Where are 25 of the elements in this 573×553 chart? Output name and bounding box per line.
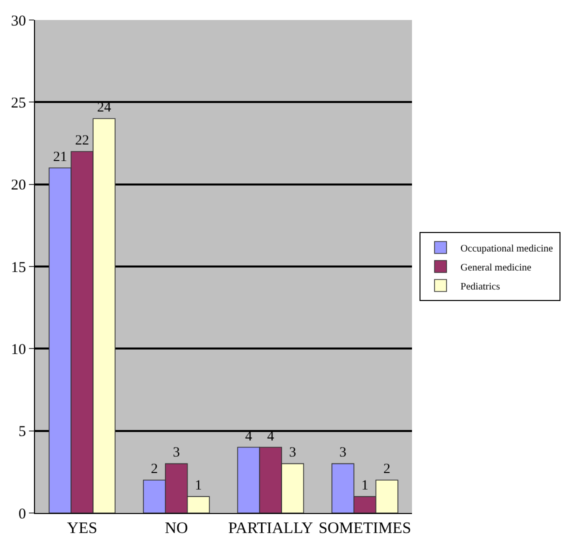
- y-tick-label: 10: [11, 342, 26, 358]
- data-label: 3: [289, 446, 296, 461]
- data-label: 1: [361, 478, 368, 494]
- y-tick-label: 25: [11, 95, 26, 112]
- y-tick-label: 20: [11, 178, 26, 194]
- data-label: 4: [245, 429, 252, 444]
- data-label: 2: [150, 462, 158, 478]
- legend-label: General medicine: [460, 262, 532, 274]
- y-tick-label: 0: [18, 506, 26, 522]
- x-tick-label: SOMETIMES: [318, 520, 412, 538]
- data-label: 21: [53, 150, 68, 165]
- data-label: 1: [194, 478, 202, 494]
- data-label: 22: [75, 133, 90, 148]
- x-tick-label: YES: [67, 520, 98, 538]
- y-tick-label: 15: [11, 260, 26, 276]
- data-label: 4: [267, 429, 274, 444]
- legend-label: Occupational medicine: [460, 243, 554, 254]
- data-label: 3: [172, 446, 180, 461]
- data-label: 2: [383, 462, 390, 478]
- x-tick-label: NO: [164, 520, 188, 538]
- data-label: 3: [339, 446, 346, 461]
- y-tick-label: 30: [11, 13, 26, 30]
- x-tick-label: PARTIALLY: [228, 520, 314, 538]
- legend-label: Pediatrics: [460, 281, 500, 292]
- y-tick-label: 5: [18, 424, 26, 440]
